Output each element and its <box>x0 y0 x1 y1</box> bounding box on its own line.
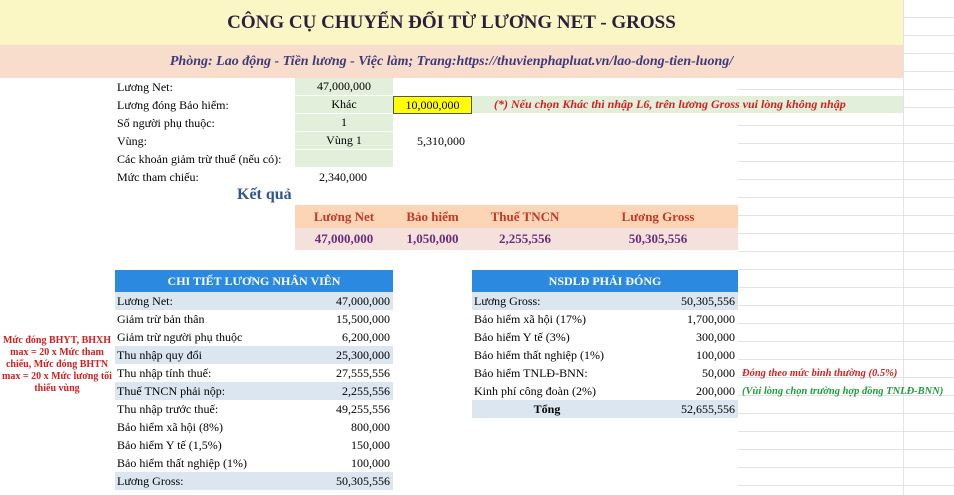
table-value: 100,000 <box>351 455 390 470</box>
table-note: Đóng theo mức bình thường (0.5%) <box>742 367 898 379</box>
input-label: Mức tham chiếu: <box>117 169 199 184</box>
input-value: 1 <box>295 114 393 132</box>
table-value: 50,305,556 <box>622 292 738 310</box>
result-header: Thuế TNCN <box>472 205 578 228</box>
input-value: Khác <box>295 96 393 114</box>
table-label: Lương Net: <box>115 292 295 310</box>
result-header: Bảo hiểm <box>393 205 472 228</box>
side-note: Mức đóng BHYT, BHXH max = 20 x Mức tham … <box>2 335 112 394</box>
title-band: CÔNG CỤ CHUYỂN ĐỔI TỪ LƯƠNG NET - GROSS <box>0 0 903 45</box>
table-label: Bảo hiểm Y tế (3%) <box>474 329 570 344</box>
results-title: Kết quả <box>237 186 292 203</box>
table-value: 50,000 <box>702 365 735 380</box>
table-value: 2,255,556 <box>295 382 393 400</box>
table-value: 25,300,000 <box>295 346 393 364</box>
input-value: Vùng 1 <box>295 132 393 150</box>
table-label: Thu nhập tính thuế: <box>117 365 212 380</box>
table-label: Thu nhập trước thuế: <box>117 401 219 416</box>
input-amount: 10,000,000 <box>393 96 472 114</box>
table-value: 300,000 <box>696 329 735 344</box>
result-header: Lương Gross <box>578 205 738 228</box>
input-label: Các khoản giảm trừ thuế (nếu có): <box>117 151 282 166</box>
result-value: 50,305,556 <box>578 228 738 250</box>
table-value: 15,500,000 <box>336 311 390 326</box>
result-header: Lương Net <box>295 205 393 228</box>
subtitle: Phòng: Lao động - Tiền lương - Việc làm;… <box>169 53 734 69</box>
input-value: 2,340,000 <box>319 169 367 184</box>
table-label: Thu nhập quy đổi <box>115 346 295 364</box>
input-value: 47,000,000 <box>295 78 393 96</box>
input-label: Số người phụ thuộc: <box>117 115 215 130</box>
table-value: 47,000,000 <box>295 292 393 310</box>
subtitle-band: Phòng: Lao động - Tiền lương - Việc làm;… <box>0 45 903 78</box>
table-label: Bảo hiểm thất nghiệp (1%) <box>474 347 604 362</box>
table-label: Lương Gross: <box>472 292 622 310</box>
table-value: 200,000 <box>696 383 735 398</box>
table-value: 800,000 <box>351 419 390 434</box>
table-label: Bảo hiểm thất nghiệp (1%) <box>117 455 247 470</box>
table-label: Giảm trừ người phụ thuộc <box>117 329 243 344</box>
table-header: CHI TIẾT LƯƠNG NHÂN VIÊN <box>115 270 393 292</box>
table-label: Bảo hiểm Y tế (1,5%) <box>117 437 222 452</box>
table-header: NSDLĐ PHẢI ĐÓNG <box>472 270 738 292</box>
table-value: 27,555,556 <box>336 365 390 380</box>
table-value: 50,305,556 <box>295 472 393 490</box>
table-label: Kinh phí công đoàn (2%) <box>474 383 596 398</box>
table-value: 100,000 <box>696 347 735 362</box>
table-label: Bảo hiểm TNLĐ-BNN: <box>474 365 588 380</box>
table-label: Bảo hiểm xã hội (17%) <box>474 311 586 326</box>
input-value <box>295 150 393 168</box>
table-value: 49,255,556 <box>336 401 390 416</box>
table-value: 52,655,556 <box>622 400 738 418</box>
table-value: 1,700,000 <box>687 311 735 326</box>
result-value: 2,255,556 <box>472 228 578 250</box>
input-label: Vùng: <box>117 133 147 148</box>
grid-col <box>903 0 904 495</box>
table-label: Thuế TNCN phải nộp: <box>115 382 295 400</box>
input-note: (*) Nếu chọn Khác thì nhập L6, trên lươn… <box>472 96 903 113</box>
table-note: (Vùi lòng chọn trường hợp đồng TNLĐ-BNN) <box>742 385 944 397</box>
table-value: 6,200,000 <box>342 329 390 344</box>
table-label: Tổng <box>472 400 622 418</box>
title: CÔNG CỤ CHUYỂN ĐỔI TỪ LƯƠNG NET - GROSS <box>227 11 676 33</box>
result-value: 47,000,000 <box>295 228 393 250</box>
result-value: 1,050,000 <box>393 228 472 250</box>
grid-area <box>738 0 954 495</box>
table-label: Giảm trừ bản thân <box>117 311 205 326</box>
input-label: Lương đóng Bảo hiểm: <box>117 97 229 112</box>
table-label: Bảo hiểm xã hội (8%) <box>117 419 223 434</box>
table-label: Lương Gross: <box>115 472 295 490</box>
input-amount: 5,310,000 <box>417 133 465 148</box>
input-label: Lương Net: <box>117 79 173 94</box>
table-value: 150,000 <box>351 437 390 452</box>
